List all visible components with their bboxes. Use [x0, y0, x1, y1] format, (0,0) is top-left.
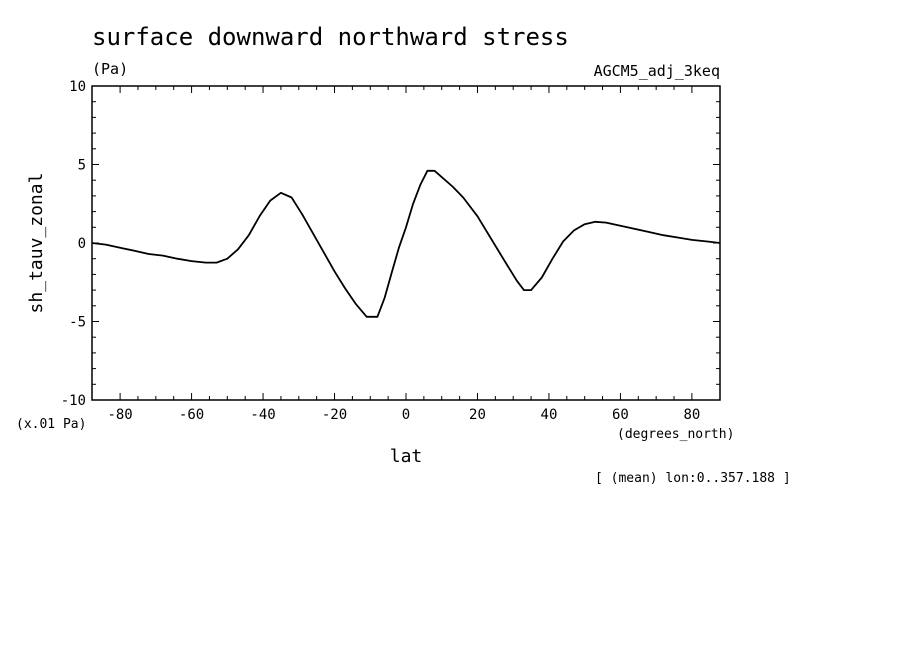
y-tick-label: 10 — [69, 79, 86, 95]
x-tick-label: 40 — [541, 407, 558, 423]
x-tick-label: -80 — [107, 407, 132, 423]
dataset-label: AGCM5_adj_3keq — [594, 62, 720, 80]
x-tick-label: 80 — [683, 407, 700, 423]
series-line — [91, 169, 721, 318]
x-tick-label: 60 — [612, 407, 629, 423]
x-tick-label: -60 — [179, 407, 204, 423]
units-label: (Pa) — [92, 60, 128, 78]
footnote: [ (mean) lon:0..357.188 ] — [595, 471, 791, 486]
x-axis-label: lat — [390, 446, 423, 467]
y-scale-label: (x.01 Pa) — [16, 417, 86, 432]
x-tick-label: -40 — [250, 407, 275, 423]
y-tick-label: 0 — [78, 236, 86, 252]
y-tick-label: 5 — [78, 158, 86, 174]
x-tick-label: 0 — [402, 407, 410, 423]
y-tick-label: -5 — [69, 315, 86, 331]
plot-frame — [91, 85, 721, 401]
x-tick-labels: -80 -60 -40 -20 0 20 40 60 80 — [107, 407, 700, 423]
x-tick-label: 20 — [469, 407, 486, 423]
x-tick-label: -20 — [322, 407, 347, 423]
y-axis-label: sh_tauv_zonal — [26, 173, 47, 314]
axis-ticks — [92, 85, 720, 401]
y-tick-labels: -10 -5 0 5 10 — [61, 79, 86, 409]
x-units-label: (degrees_north) — [617, 427, 734, 442]
y-tick-label: -10 — [61, 393, 86, 409]
chart-title: surface downward northward stress — [92, 23, 569, 51]
